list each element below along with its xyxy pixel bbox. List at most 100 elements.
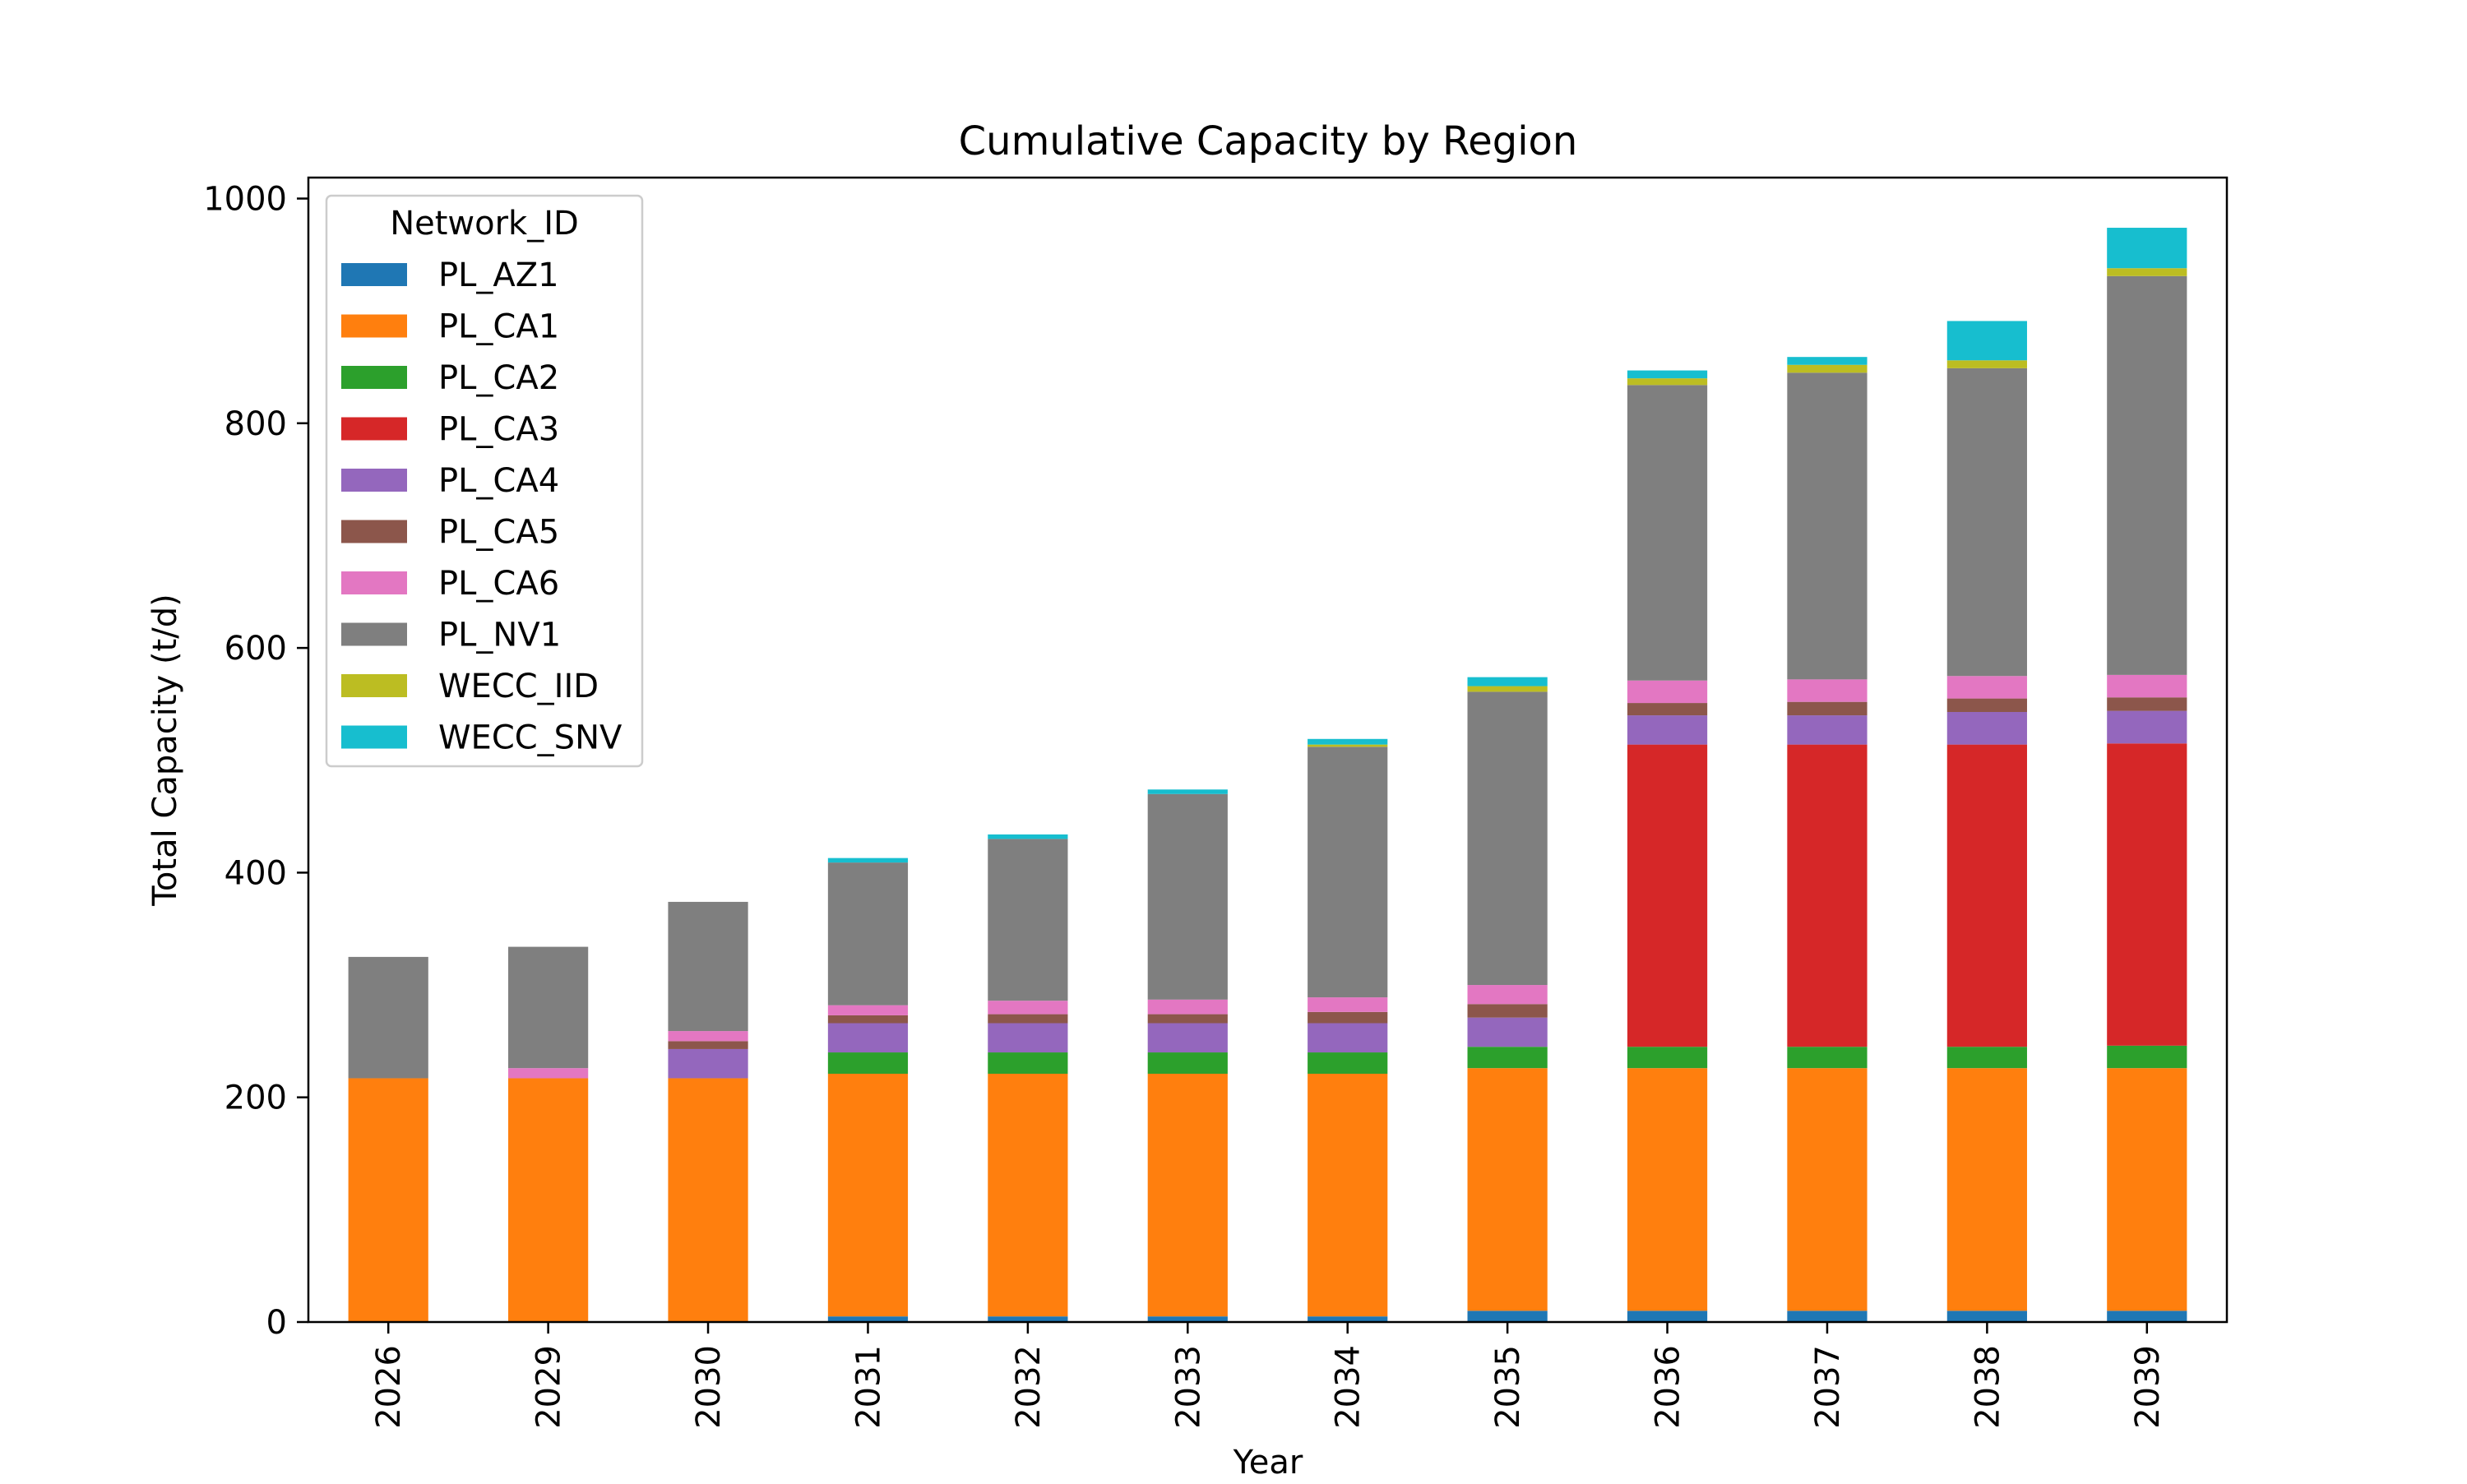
legend-label-pl-nv1: PL_NV1 (438, 617, 561, 654)
bar-segment-pl-ca6-2035 (1467, 985, 1548, 1005)
bar-segment-pl-az1-2039 (2107, 1311, 2187, 1322)
y-tick-label-0: 0 (266, 1304, 287, 1342)
bar-segment-pl-az1-2031 (827, 1316, 909, 1322)
bar-segment-pl-ca5-2036 (1627, 703, 1708, 716)
legend-label-pl-ca3: PL_CA3 (438, 411, 559, 449)
x-tick-label-2035: 2035 (1489, 1345, 1527, 1429)
x-axis-label: Year (1233, 1444, 1303, 1480)
bar-segment-wecc-snv-2035 (1467, 677, 1548, 687)
y-tick-label-200: 200 (224, 1079, 287, 1117)
bar-segment-pl-az1-2032 (988, 1316, 1068, 1322)
bar-segment-pl-ca1-2034 (1308, 1074, 1388, 1317)
legend-swatch-pl-az1 (341, 263, 407, 286)
bar-segment-pl-ca4-2039 (2107, 710, 2187, 744)
bar-segment-pl-nv1-2035 (1467, 691, 1548, 986)
bar-segment-pl-ca4-2034 (1308, 1023, 1388, 1053)
x-tick-label-2036: 2036 (1650, 1345, 1687, 1429)
x-axis: 2026 2029 2030 2031 2032 2033 2034 2035 2036 2037… (370, 1322, 2167, 1429)
bar-segment-pl-ca5-2032 (988, 1014, 1068, 1024)
bar-segment-pl-ca4-2038 (1946, 711, 2027, 745)
bars-layer (348, 228, 2187, 1322)
legend-label-pl-ca1: PL_CA1 (438, 308, 559, 346)
bar-segment-pl-ca6-2031 (827, 1005, 909, 1015)
bar-segment-pl-ca5-2034 (1308, 1011, 1388, 1024)
chart-title: Cumulative Capacity by Region (959, 118, 1578, 164)
y-tick-label-800: 800 (224, 405, 287, 443)
bar-segment-pl-ca6-2039 (2107, 674, 2187, 698)
bar-segment-pl-ca1-2032 (988, 1074, 1068, 1317)
bar-segment-wecc-iid-2039 (2107, 268, 2187, 276)
bar-segment-pl-ca5-2038 (1946, 698, 2027, 712)
bar-segment-pl-ca6-2036 (1627, 680, 1708, 704)
x-tick-label-2034: 2034 (1330, 1345, 1368, 1429)
bar-segment-pl-ca3-2036 (1627, 744, 1708, 1047)
legend: Network_ID PL_AZ1 PL_CA1 PL_CA2 PL_CA3 PL_CA… (325, 194, 644, 768)
bar-segment-wecc-snv-2034 (1308, 738, 1388, 745)
bar-segment-pl-ca2-2033 (1147, 1052, 1228, 1074)
bar-segment-pl-az1-2034 (1308, 1316, 1388, 1322)
bar-segment-pl-az1-2035 (1467, 1311, 1548, 1322)
bar-segment-wecc-iid-2038 (1946, 360, 2027, 368)
bar-segment-pl-ca5-2031 (827, 1015, 909, 1024)
legend-swatch-pl-ca4 (341, 469, 407, 492)
bar-segment-wecc-snv-2036 (1627, 370, 1708, 379)
x-tick-label-2038: 2038 (1969, 1345, 2006, 1429)
bar-segment-pl-nv1-2031 (827, 862, 909, 1006)
bar-segment-wecc-snv-2037 (1787, 357, 1868, 365)
legend-swatch-pl-nv1 (341, 622, 407, 646)
bar-segment-pl-ca5-2033 (1147, 1014, 1228, 1024)
bar-segment-pl-nv1-2030 (668, 901, 748, 1032)
legend-items: PL_AZ1 PL_CA1 PL_CA2 PL_CA3 PL_CA4 PL_CA5 PL_C… (341, 257, 623, 757)
bar-segment-pl-ca5-2035 (1467, 1004, 1548, 1018)
bar-segment-pl-ca5-2037 (1787, 701, 1868, 716)
bar-segment-pl-ca2-2039 (2107, 1045, 2187, 1069)
bar-segment-pl-nv1-2029 (508, 946, 589, 1069)
bar-segment-pl-ca6-2034 (1308, 997, 1388, 1012)
x-tick-label-2039: 2039 (2129, 1345, 2167, 1429)
bar-segment-pl-nv1-2032 (988, 839, 1068, 1001)
bar-segment-pl-ca4-2037 (1787, 715, 1868, 745)
x-tick-label-2033: 2033 (1169, 1345, 1207, 1429)
x-tick-label-2031: 2031 (849, 1345, 887, 1429)
bar-segment-pl-ca1-2030 (668, 1078, 748, 1322)
bar-segment-pl-az1-2038 (1946, 1311, 2027, 1322)
legend-swatch-wecc-iid (341, 674, 407, 697)
bar-segment-pl-ca6-2033 (1147, 999, 1228, 1015)
legend-title: Network_ID (390, 205, 579, 243)
bar-segment-pl-ca1-2037 (1787, 1068, 1868, 1311)
legend-swatch-pl-ca3 (341, 417, 407, 441)
y-tick-label-1000: 1000 (203, 181, 287, 219)
bar-segment-pl-ca5-2039 (2107, 697, 2187, 711)
bar-segment-pl-ca4-2036 (1627, 715, 1708, 745)
bar-segment-pl-ca2-2032 (988, 1052, 1068, 1074)
bar-segment-pl-ca2-2035 (1467, 1047, 1548, 1069)
bar-segment-pl-ca1-2029 (508, 1078, 589, 1322)
x-tick-label-2029: 2029 (530, 1345, 568, 1429)
bar-segment-pl-ca2-2037 (1787, 1047, 1868, 1069)
bar-segment-pl-nv1-2039 (2107, 275, 2187, 675)
legend-swatch-pl-ca6 (341, 571, 407, 594)
bar-segment-pl-nv1-2037 (1787, 372, 1868, 680)
legend-label-wecc-snv: WECC_SNV (438, 719, 623, 757)
bar-segment-pl-ca1-2031 (827, 1074, 909, 1317)
bar-segment-pl-az1-2036 (1627, 1311, 1708, 1322)
legend-label-pl-ca5: PL_CA5 (438, 514, 559, 552)
legend-label-pl-az1: PL_AZ1 (438, 257, 559, 294)
bar-segment-wecc-snv-2039 (2107, 228, 2187, 269)
plot-area-frame (307, 176, 2229, 1324)
legend-label-pl-ca4: PL_CA4 (438, 462, 559, 500)
bar-segment-pl-ca4-2031 (827, 1023, 909, 1053)
bar-segment-pl-az1-2033 (1147, 1316, 1228, 1322)
bar-segment-pl-ca2-2036 (1627, 1047, 1708, 1069)
bar-segment-wecc-iid-2035 (1467, 686, 1548, 692)
y-axis: 0 200 400 600 800 1000 (203, 181, 308, 1342)
bar-segment-pl-ca3-2039 (2107, 743, 2187, 1046)
bar-segment-pl-ca1-2035 (1467, 1068, 1548, 1311)
bar-segment-wecc-snv-2032 (988, 834, 1068, 839)
bar-segment-pl-nv1-2036 (1627, 385, 1708, 681)
bar-segment-wecc-iid-2036 (1627, 378, 1708, 386)
bar-segment-pl-ca2-2031 (827, 1052, 909, 1074)
x-tick-label-2026: 2026 (370, 1345, 408, 1429)
